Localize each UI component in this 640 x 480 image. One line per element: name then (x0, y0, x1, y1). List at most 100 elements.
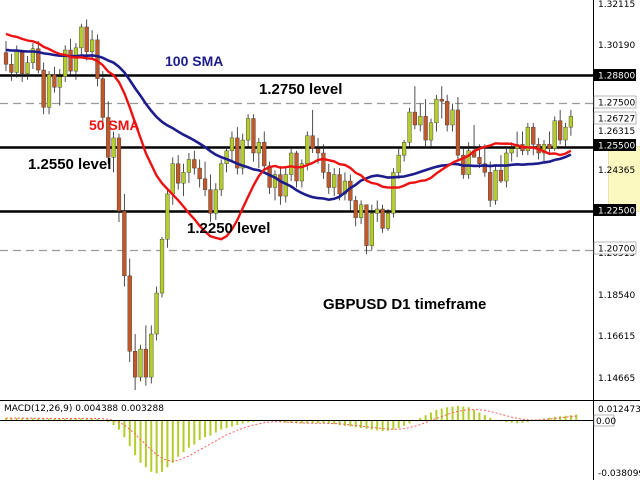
candle-body (143, 348, 148, 378)
price-panel: 100 SMA 50 SMA 1.2750 level 1.2550 level… (0, 19, 640, 391)
candle-body (315, 148, 321, 154)
bear-candle (251, 114, 256, 162)
bull-candle (229, 131, 235, 162)
candle-body (186, 159, 192, 173)
candle-body (133, 351, 138, 378)
bull-candle (552, 116, 557, 151)
bear-candle (133, 333, 138, 391)
bull-candle (375, 200, 380, 222)
candle-body (412, 111, 417, 126)
chart-title: GBPUSD D1 timeframe (323, 296, 486, 313)
candle-body (305, 135, 310, 164)
candle-body (256, 142, 261, 154)
bull-candle (111, 131, 116, 173)
bear-candle (310, 109, 315, 153)
bear-candle (143, 325, 148, 386)
candle-body (428, 122, 434, 141)
candle-body (213, 189, 218, 214)
bull-candle (450, 103, 455, 132)
bull-candle (289, 148, 294, 182)
bear-candle (380, 204, 385, 233)
bear-candle (122, 193, 127, 287)
bear-candle (547, 131, 552, 156)
bear-candle (326, 163, 331, 194)
bull-candle (245, 114, 251, 147)
candle-body (391, 172, 396, 214)
candle-body (9, 64, 14, 73)
candle-body (240, 139, 245, 169)
macd-ytick-top: 0.012473 (598, 405, 640, 415)
bull-candle (428, 118, 434, 147)
bull-candle (402, 140, 407, 162)
bull-candle (256, 137, 261, 169)
candle-body (509, 148, 514, 154)
sma50-line (5, 32, 572, 241)
bear-candle (208, 174, 213, 222)
candle-body (63, 49, 68, 77)
candle-body (337, 174, 342, 195)
candle-body (176, 163, 181, 184)
price-badges: 1.28800 1.27500 1.26727 1.25500 1.22500 … (593, 69, 637, 255)
bear-candle (192, 150, 197, 175)
bull-candle (391, 168, 396, 218)
candle-body (482, 163, 487, 173)
bear-candle (9, 53, 14, 81)
candle-body (52, 74, 57, 88)
bull-candle (186, 152, 192, 184)
price-badge-1-25500-text: 1.25500 (598, 142, 635, 152)
candle-body (402, 142, 407, 156)
candle-body (219, 163, 224, 190)
candle-body (106, 117, 111, 158)
candle-body (450, 109, 455, 126)
ytick-label: 1.16615 (598, 332, 635, 342)
candle-body (149, 333, 154, 378)
ytick-label: 1.24365 (598, 166, 635, 176)
candle-body (531, 126, 536, 145)
candle-body (30, 48, 35, 63)
bull-candle (46, 71, 52, 115)
bear-candle (353, 196, 358, 227)
bull-candle (509, 142, 514, 162)
bull-candle (563, 122, 568, 149)
candle-body (3, 52, 9, 65)
bull-candle (493, 165, 498, 205)
ytick-label: 1.26315 (598, 127, 635, 137)
candle-body (46, 74, 52, 108)
bull-candle (219, 159, 224, 197)
sma100-label: 100 SMA (165, 53, 223, 69)
candle-body (310, 135, 315, 149)
candle-body (385, 213, 391, 229)
bull-candle (385, 209, 391, 231)
bear-candle (482, 144, 487, 177)
candle-body (122, 210, 127, 277)
candle-body (353, 200, 358, 218)
bull-candle (418, 103, 423, 132)
ytick-label: 1.14665 (598, 374, 635, 384)
candle-body (369, 213, 374, 246)
bull-candle (396, 148, 401, 179)
price-badge-1-20700 (593, 241, 637, 255)
candle-body (41, 69, 46, 108)
bear-candle (262, 131, 267, 173)
bull-candle (466, 142, 471, 179)
candle-body (138, 348, 143, 378)
candle-body (73, 47, 79, 72)
bear-candle (412, 86, 417, 130)
candle-body (68, 49, 73, 72)
bear-candle (364, 204, 369, 255)
bear-candle (488, 161, 493, 207)
candle-body (116, 137, 122, 212)
bear-candle (52, 66, 57, 93)
candle-body (568, 116, 573, 128)
candle-body (36, 48, 41, 71)
bull-candle (369, 204, 374, 250)
bear-candle (116, 133, 122, 222)
candle-body (159, 238, 165, 294)
candle-body (418, 116, 423, 126)
price-badge-1-22500-text: 1.22500 (598, 207, 635, 217)
bull-candle (149, 325, 154, 384)
candle-body (477, 157, 482, 164)
bear-candle (3, 40, 9, 72)
bear-candle (531, 122, 536, 156)
candle-body (332, 174, 337, 188)
